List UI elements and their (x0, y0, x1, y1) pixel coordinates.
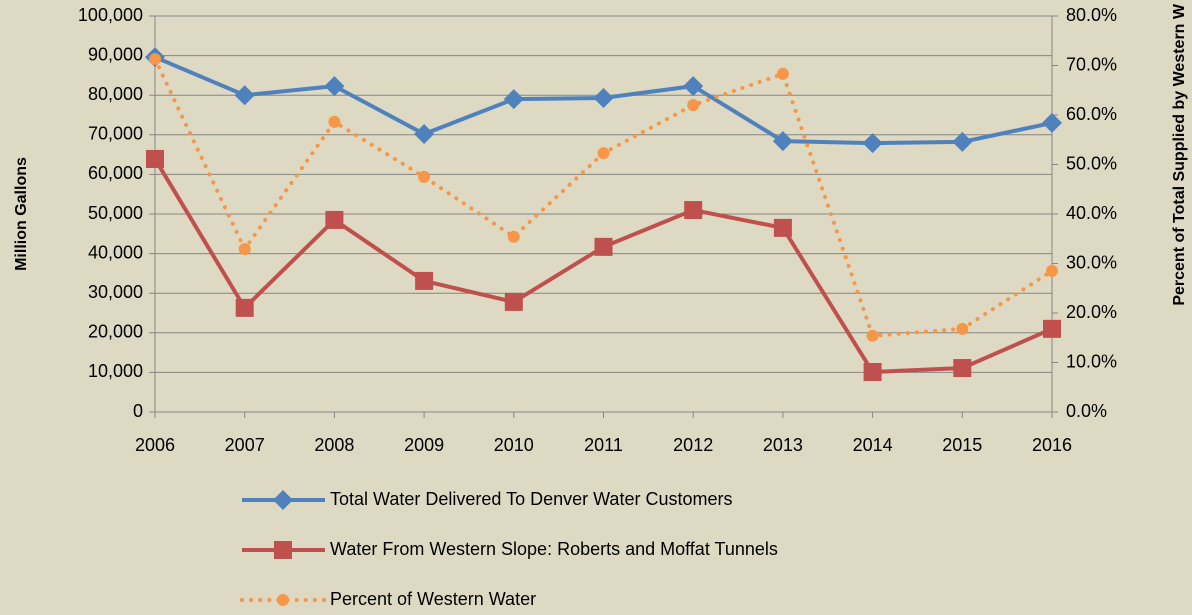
y-tick-label: 80,000 (88, 84, 143, 104)
x-tick-label: 2015 (942, 435, 982, 455)
data-point (1046, 264, 1058, 277)
data-point (594, 237, 613, 256)
data-point (683, 76, 704, 97)
y2-tick-label: 50.0% (1066, 153, 1117, 173)
data-point (773, 218, 792, 237)
data-point (418, 170, 431, 183)
data-point (328, 115, 341, 128)
y-tick-label: 100,000 (78, 5, 143, 25)
data-point (504, 292, 523, 311)
legend-label: Water From Western Slope: Roberts and Mo… (330, 539, 778, 559)
data-point (146, 149, 164, 168)
legend-marker (273, 490, 293, 510)
series-line (153, 157, 1053, 375)
y-tick-label: 70,000 (88, 124, 143, 144)
data-point (238, 243, 251, 256)
data-point (597, 147, 610, 160)
data-point (507, 230, 520, 243)
y2-tick-label: 60.0% (1066, 104, 1117, 124)
data-point (687, 99, 700, 112)
data-point (415, 271, 434, 290)
y-axis-title: Million Gallons (13, 157, 30, 271)
x-tick-label: 2014 (853, 435, 893, 455)
legend-marker (274, 541, 292, 559)
x-tick-label: 2013 (763, 435, 803, 455)
data-point (953, 359, 972, 378)
x-tick-label: 2009 (404, 435, 444, 455)
data-point (772, 131, 793, 152)
y2-tick-label: 80.0% (1066, 5, 1117, 25)
data-point (956, 322, 969, 335)
y2-tick-label: 10.0% (1066, 351, 1117, 371)
legend-label: Percent of Western Water (330, 589, 536, 609)
y2-axis-title: Percent of Total Supplied by Western W (1171, 3, 1188, 306)
data-point (776, 67, 789, 80)
data-point (684, 201, 703, 220)
data-point (862, 133, 883, 154)
x-tick-label: 2016 (1032, 435, 1072, 455)
y-tick-label: 10,000 (88, 361, 143, 381)
data-point (149, 53, 161, 66)
data-point (866, 329, 879, 342)
y-tick-label: 50,000 (88, 203, 143, 223)
data-point (952, 131, 973, 152)
y2-tick-label: 30.0% (1066, 252, 1117, 272)
x-tick-label: 2010 (494, 435, 534, 455)
y-tick-label: 30,000 (88, 282, 143, 302)
y2-tick-label: 40.0% (1066, 203, 1117, 223)
data-point (503, 89, 524, 110)
y-tick-label: 60,000 (88, 163, 143, 183)
data-point (863, 363, 882, 382)
x-tick-label: 2012 (673, 435, 713, 455)
y-tick-label: 20,000 (88, 322, 143, 342)
y-tick-label: 0 (133, 401, 143, 421)
data-point (235, 298, 254, 317)
data-point (593, 87, 614, 108)
data-point (324, 76, 345, 97)
x-tick-label: 2011 (584, 435, 623, 455)
data-point (325, 210, 344, 229)
data-point (1043, 319, 1061, 338)
data-point (234, 85, 255, 106)
legend-label: Total Water Delivered To Denver Water Cu… (330, 489, 732, 509)
y-tick-label: 40,000 (88, 242, 143, 262)
data-point (1042, 112, 1062, 133)
y2-tick-label: 70.0% (1066, 54, 1117, 74)
y-tick-label: 90,000 (88, 44, 143, 64)
y2-tick-label: 20.0% (1066, 302, 1117, 322)
y2-tick-label: 0.0% (1066, 401, 1107, 421)
legend-marker (277, 594, 289, 606)
x-tick-label: 2008 (314, 435, 354, 455)
x-tick-label: 2006 (135, 435, 175, 455)
x-tick-label: 2007 (225, 435, 265, 455)
data-point (414, 124, 435, 145)
